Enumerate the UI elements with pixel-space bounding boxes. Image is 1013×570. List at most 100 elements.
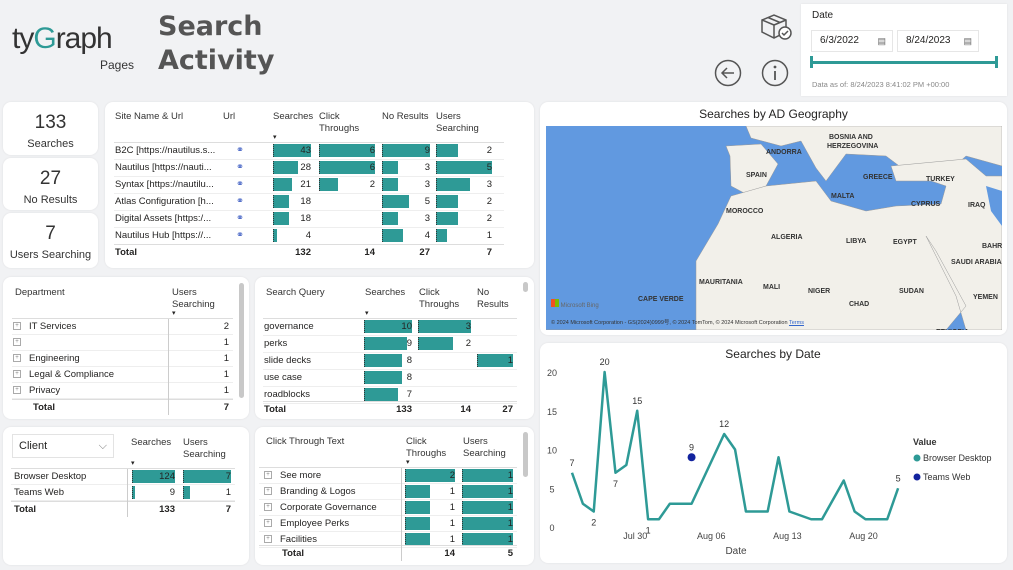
url-link[interactable]: ⚭ [222, 228, 272, 243]
back-arrow-icon[interactable] [714, 59, 742, 87]
table-row[interactable]: B2C [https://nautilus.s... ⚭ 43 6 9 2 [114, 143, 504, 160]
cell-value: 18 [300, 213, 311, 224]
package-shield-icon[interactable] [758, 12, 794, 42]
column-header[interactable]: Searches [365, 287, 406, 298]
table-row[interactable]: + See more 2 1 [259, 468, 517, 484]
table-row[interactable]: Digital Assets [https:/... ⚭ 18 3 2 [114, 211, 504, 228]
table-row[interactable]: roadblocks 7 [263, 387, 517, 404]
link-icon[interactable]: ⚭ [236, 179, 244, 190]
cell-value: Atlas Configuration [h... [115, 196, 214, 207]
table-row[interactable]: + Engineering 1 [12, 351, 233, 367]
sort-descending-icon[interactable]: ▾ [131, 460, 135, 467]
cell-value: perks [264, 338, 288, 349]
users-searching: 2 [436, 211, 494, 226]
link-icon[interactable]: ⚭ [236, 213, 244, 224]
no-results: 3 [382, 177, 432, 192]
date-slider-end-handle[interactable] [995, 56, 998, 68]
link-icon[interactable]: ⚭ [236, 230, 244, 241]
column-header[interactable]: Users Searching [183, 437, 226, 460]
map-terms-link[interactable]: Terms [788, 320, 804, 326]
cell-value: 1 [449, 486, 455, 497]
start-date-input[interactable]: 6/3/2022 ▤ [811, 30, 893, 52]
table-row[interactable]: + Privacy 1 [12, 383, 233, 399]
table-row[interactable]: Browser Desktop 124 7 [11, 469, 235, 485]
link-icon[interactable]: ⚭ [236, 196, 244, 207]
column-header[interactable]: Users Searching [172, 287, 215, 310]
expand-icon[interactable]: + [13, 338, 21, 347]
scrollbar[interactable] [523, 432, 528, 477]
url-link[interactable]: ⚭ [222, 211, 272, 226]
end-date-input[interactable]: 8/24/2023 ▤ [897, 30, 979, 52]
cell-value: See more [280, 470, 322, 481]
column-header[interactable]: Users Searching [436, 111, 479, 134]
table-row[interactable]: Nautilus [https://nauti... ⚭ 28 6 3 5 [114, 160, 504, 177]
sort-descending-icon[interactable]: ▾ [406, 459, 410, 466]
url-link[interactable]: ⚭ [222, 160, 272, 175]
cell-value: 4 [305, 230, 311, 241]
column-header[interactable]: Click Throughs [406, 436, 447, 459]
date-slider-start-handle[interactable] [810, 56, 813, 68]
table-row[interactable]: + Branding & Logos 1 1 [259, 484, 517, 500]
expand-icon[interactable]: + [264, 487, 272, 496]
url-link[interactable]: ⚭ [222, 177, 272, 192]
column-header[interactable]: Click Throughs [419, 287, 460, 310]
expand-icon[interactable]: + [13, 386, 21, 395]
sort-descending-icon[interactable]: ▾ [172, 310, 176, 317]
table-row[interactable]: Atlas Configuration [h... ⚭ 18 5 2 [114, 194, 504, 211]
column-header[interactable]: Click Through Text [266, 436, 345, 447]
client-dropdown[interactable]: Client ⌵ [12, 434, 114, 458]
table-row[interactable]: + Employee Perks 1 1 [259, 516, 517, 532]
date-slider-track[interactable] [811, 61, 997, 64]
table-row[interactable]: + IT Services 2 [12, 319, 233, 335]
column-header[interactable]: Users Searching [463, 436, 506, 459]
column-header[interactable]: Search Query [266, 287, 325, 298]
page-title: Search Activity [158, 10, 274, 78]
expand-icon[interactable]: + [264, 471, 272, 480]
map-country-label: CYPRUS [911, 201, 941, 208]
data-bar [364, 320, 412, 333]
data-bar [364, 388, 398, 401]
info-icon[interactable] [761, 59, 789, 87]
table-row[interactable]: use case 8 [263, 370, 517, 387]
total-cell: 7 [183, 502, 233, 517]
expand-icon[interactable]: + [264, 503, 272, 512]
table-row[interactable]: + Corporate Governance 1 1 [259, 500, 517, 516]
scrollbar[interactable] [523, 282, 528, 292]
table-row[interactable]: Syntax [https://nautilu... ⚭ 21 2 3 3 [114, 177, 504, 194]
expand-icon[interactable]: + [264, 519, 272, 528]
table-row[interactable]: Nautilus Hub [https://... ⚭ 4 4 1 [114, 228, 504, 245]
link-icon[interactable]: ⚭ [236, 162, 244, 173]
expand-icon[interactable]: + [264, 535, 272, 544]
column-header[interactable]: Site Name & Url [115, 111, 184, 122]
column-header[interactable]: Department [15, 287, 65, 298]
table-row[interactable]: Teams Web 9 1 [11, 485, 235, 501]
url-link[interactable]: ⚭ [222, 194, 272, 209]
column-header[interactable]: No Results [477, 287, 509, 310]
table-row[interactable]: perks 9 2 [263, 336, 517, 353]
calendar-icon[interactable]: ▤ [963, 36, 972, 46]
table-row[interactable]: + Facilities 1 1 [259, 532, 517, 548]
link-icon[interactable]: ⚭ [236, 145, 244, 156]
column-header[interactable]: Url [223, 111, 236, 122]
column-header[interactable]: No Results [382, 111, 429, 122]
column-header[interactable]: Click Throughs [319, 111, 360, 134]
url-link[interactable]: ⚭ [222, 143, 272, 158]
scrollbar[interactable] [239, 283, 244, 398]
expand-icon[interactable]: + [13, 322, 21, 331]
expand-icon[interactable]: + [13, 370, 21, 379]
table-row[interactable]: +1 [12, 335, 233, 351]
table-row[interactable]: governance 10 3 [263, 319, 517, 336]
click-throughs: 2 [405, 468, 457, 483]
map-canvas[interactable]: ANDORRA BOSNIA AND HERZEGOVINA SPAIN GREECE T… [546, 126, 1002, 330]
users-searching: 1 [169, 351, 231, 366]
column-header[interactable]: Searches [131, 437, 172, 448]
column-header[interactable]: Searches [273, 111, 314, 122]
expand-icon[interactable]: + [13, 354, 21, 363]
searches: 18 [273, 211, 313, 226]
calendar-icon[interactable]: ▤ [877, 36, 886, 46]
table-row[interactable]: slide decks 8 1 [263, 353, 517, 370]
table-row[interactable]: + Legal & Compliance 1 [12, 367, 233, 383]
sort-descending-icon[interactable]: ▾ [273, 134, 277, 141]
data-bar [436, 229, 448, 242]
sort-descending-icon[interactable]: ▾ [365, 310, 369, 317]
